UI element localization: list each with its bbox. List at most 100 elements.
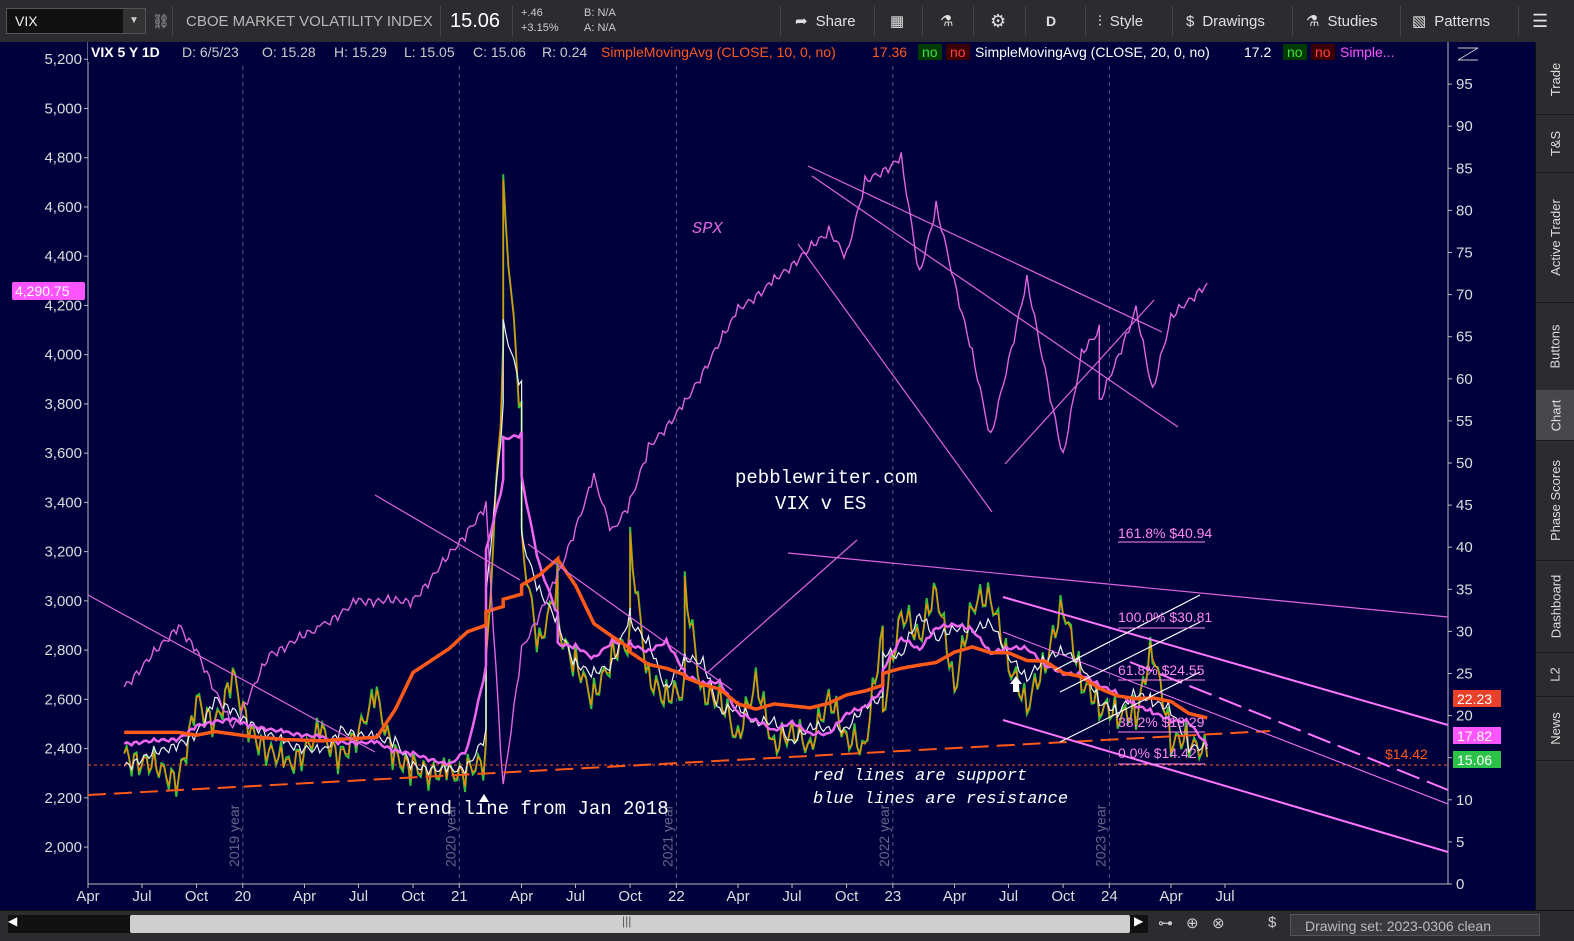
tab-news[interactable]: News [1536, 696, 1574, 761]
right-tick-label: 25 [1456, 666, 1473, 683]
sma-more-study[interactable]: Simple... [1340, 44, 1394, 60]
header-bg [88, 42, 1408, 62]
trend-lines [87, 165, 1449, 853]
tag-1782-text: 17.82 [1457, 728, 1492, 744]
timeframe-button[interactable]: D [1046, 13, 1057, 29]
scroll-left-icon[interactable]: ◀ [8, 914, 18, 928]
resistance-line-4 [707, 539, 858, 673]
scroll-right-icon[interactable]: ▶ [1134, 914, 1144, 928]
header-high: H: 15.29 [334, 44, 387, 60]
drawing-set-icon[interactable]: $ [1268, 914, 1277, 931]
studies-button[interactable]: ⚗ Studies [1306, 12, 1378, 31]
left-tick-label: 3,200 [44, 544, 82, 561]
tab-trade[interactable]: Trade [1536, 44, 1574, 115]
right-tick-label: 90 [1456, 118, 1473, 135]
spx-channel-bottom [797, 243, 993, 513]
tab-active-trader[interactable]: Active Trader [1536, 172, 1574, 303]
last-price: 15.06 [450, 9, 501, 32]
tab-label: L2 [1548, 666, 1563, 682]
tag-1506-text: 15.06 [1457, 752, 1492, 768]
left-tick-label: 2,200 [44, 790, 82, 807]
sma10-study[interactable]: SimpleMovingAvg (CLOSE, 10, 0, no) [601, 44, 836, 60]
bottom-bar: ◀ ||| ▶ ⊶ ⊕ ⊗ $ Drawing set: 2023-0306 c… [0, 910, 1574, 941]
tab-l2[interactable]: L2 [1536, 652, 1574, 697]
left-tick-label: 3,600 [44, 445, 82, 462]
gear-icon[interactable]: ⚙ [990, 10, 1007, 31]
drawing-set-selector[interactable]: Drawing set: 2023-0306 clean [1290, 914, 1540, 936]
resistance-line-5 [787, 552, 1449, 618]
vix-channel-2 [1002, 631, 1449, 805]
fib-0-label: 0.0% $14.42 [1118, 745, 1197, 761]
annotations: SPX pebblewriter.com VIX v ES trend line… [395, 220, 1068, 820]
year-marker-label: 2020 year [442, 804, 458, 867]
chevron-down-icon[interactable]: ▼ [123, 9, 145, 33]
style-icon: ⫶ [1098, 12, 1102, 30]
left-axis-ticks: 5,200 5,000 4,800 4,600 4,400 4,200 4,000 3,800… [44, 51, 88, 856]
sma20-study[interactable]: SimpleMovingAvg (CLOSE, 20, 0, no) [975, 44, 1210, 60]
flask-icon[interactable]: ⚗ [940, 13, 954, 30]
patterns-button[interactable]: ▧ Patterns [1412, 12, 1491, 31]
tab-chart[interactable]: Chart [1536, 390, 1574, 441]
header-low: L: 15.05 [404, 44, 455, 60]
share-button[interactable]: ➦ Share [795, 12, 856, 31]
resistance-line-3 [527, 543, 733, 691]
sma10-flag1-bg [918, 44, 942, 60]
vix-channel-dashed [1129, 661, 1449, 791]
link-icon[interactable]: ⛓ [152, 12, 170, 29]
left-tick-label: 4,200 [44, 297, 82, 314]
x-tick-label: Jul [132, 888, 151, 905]
zoom-in-icon[interactable]: ⊕ [1186, 915, 1199, 932]
x-tick-label: 24 [1101, 888, 1118, 905]
tag-2223-text: 22.23 [1457, 691, 1492, 707]
drawings-button[interactable]: $ Drawings [1186, 12, 1265, 30]
studies-icon: ⚗ [1306, 13, 1320, 30]
right-tick-label: 95 [1456, 76, 1473, 93]
right-tick-label: 10 [1456, 792, 1473, 809]
support-trend-line [87, 730, 1271, 796]
left-tick-label: 4,600 [44, 199, 82, 216]
right-tick-label: 80 [1456, 202, 1473, 219]
fib-labels: 161.8% $40.94 100.0% $30.81 61.8% $24.55… [1118, 525, 1428, 762]
vix-bars-overlay [123, 179, 1208, 792]
tab-t-s[interactable]: T&S [1536, 114, 1574, 173]
left-tick-label: 4,000 [44, 347, 82, 364]
x-tick-label: 23 [885, 888, 902, 905]
right-tick-label: 35 [1456, 581, 1473, 598]
left-tick-label: 2,600 [44, 691, 82, 708]
x-tick-label: Oct [618, 888, 642, 905]
tab-phase-scores[interactable]: Phase Scores [1536, 440, 1574, 561]
plot-background [88, 42, 1448, 884]
right-tick-label: 50 [1456, 455, 1473, 472]
chart-svg[interactable]: 2019 year 2020 year 2021 year 2022 year 2023… [0, 42, 1535, 910]
right-tick-label: 85 [1456, 160, 1473, 177]
share-icon: ➦ [795, 13, 808, 30]
right-tick-label: 65 [1456, 329, 1473, 346]
left-tick-label: 2,000 [44, 839, 82, 856]
x-tick-label: Jul [999, 888, 1018, 905]
tab-dashboard[interactable]: Dashboard [1536, 560, 1574, 653]
axis-scale-icon[interactable] [1457, 47, 1479, 61]
zoom-out-icon[interactable]: ⊶ [1158, 915, 1173, 932]
x-tick-label: Apr [726, 888, 749, 905]
support-note: red lines are support [813, 767, 1027, 786]
x-tick-label: Apr [76, 888, 99, 905]
right-axis-ticks: 95908580757065605550454035302520151050 [1448, 76, 1473, 893]
resistance-note: blue lines are resistance [813, 790, 1068, 809]
scrollbar-thumb[interactable] [130, 915, 1130, 933]
symbol-selector[interactable]: VIX ▼ [6, 8, 146, 34]
right-tick-label: 5 [1456, 834, 1464, 851]
chart-area[interactable]: 2019 year 2020 year 2021 year 2022 year 2023… [0, 42, 1535, 910]
drawings-icon: $ [1186, 12, 1195, 30]
study-header: VIX 5 Y 1D D: 6/5/23 O: 15.28 H: 15.29 L… [88, 42, 1408, 62]
right-tick-label: 60 [1456, 371, 1473, 388]
tab-label: Chart [1547, 399, 1563, 431]
right-tick-label: 70 [1456, 287, 1473, 304]
tab-buttons[interactable]: Buttons [1536, 302, 1574, 391]
grip-icon[interactable]: ||| [622, 914, 632, 928]
watchlist-icon[interactable]: ▦ [890, 13, 905, 30]
menu-icon[interactable]: ☰ [1532, 10, 1549, 31]
style-button[interactable]: ⫶ Style [1098, 12, 1144, 30]
left-tick-label: 2,800 [44, 642, 82, 659]
zoom-fit-icon[interactable]: ⊗ [1212, 915, 1225, 932]
x-tick-label: Jul [566, 888, 585, 905]
